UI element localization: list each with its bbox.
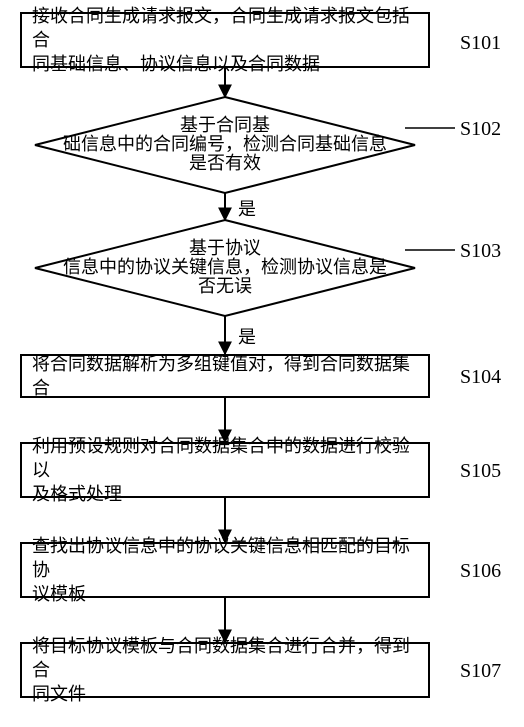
svg-text:信息中的协议关键信息，检测协议信息是: 信息中的协议关键信息，检测协议信息是	[63, 257, 387, 277]
flow-decision-s103	[35, 220, 415, 316]
svg-text:基于合同基: 基于合同基	[180, 115, 270, 135]
flow-step-s101: 接收合同生成请求报文，合同生成请求报文包括合同基础信息、协议信息以及合同数据	[20, 12, 430, 68]
svg-text:础信息中的合同编号，检测合同基础信息: 础信息中的合同编号，检测合同基础信息	[63, 134, 387, 154]
step-label-s102: S102	[460, 118, 501, 141]
flow-step-s105: 利用预设规则对合同数据集合中的数据进行校验以及格式处理	[20, 442, 430, 498]
svg-text:否无误: 否无误	[198, 276, 252, 296]
branch-label-s102: 是	[238, 195, 256, 221]
flow-decision-s102	[35, 97, 415, 193]
step-label-s106: S106	[460, 560, 501, 583]
flow-step-s107: 将目标协议模板与合同数据集合进行合并，得到合同文件	[20, 642, 430, 698]
svg-text:基于协议: 基于协议	[189, 238, 261, 258]
step-label-s105: S105	[460, 460, 501, 483]
svg-text:是否有效: 是否有效	[189, 153, 261, 173]
branch-label-s103: 是	[238, 323, 256, 349]
step-label-s103: S103	[460, 240, 501, 263]
step-label-s101: S101	[460, 32, 501, 55]
step-label-s104: S104	[460, 366, 501, 389]
step-label-s107: S107	[460, 660, 501, 683]
flow-step-s106: 查找出协议信息中的协议关键信息相匹配的目标协议模板	[20, 542, 430, 598]
flow-step-s104: 将合同数据解析为多组键值对，得到合同数据集合	[20, 354, 430, 398]
